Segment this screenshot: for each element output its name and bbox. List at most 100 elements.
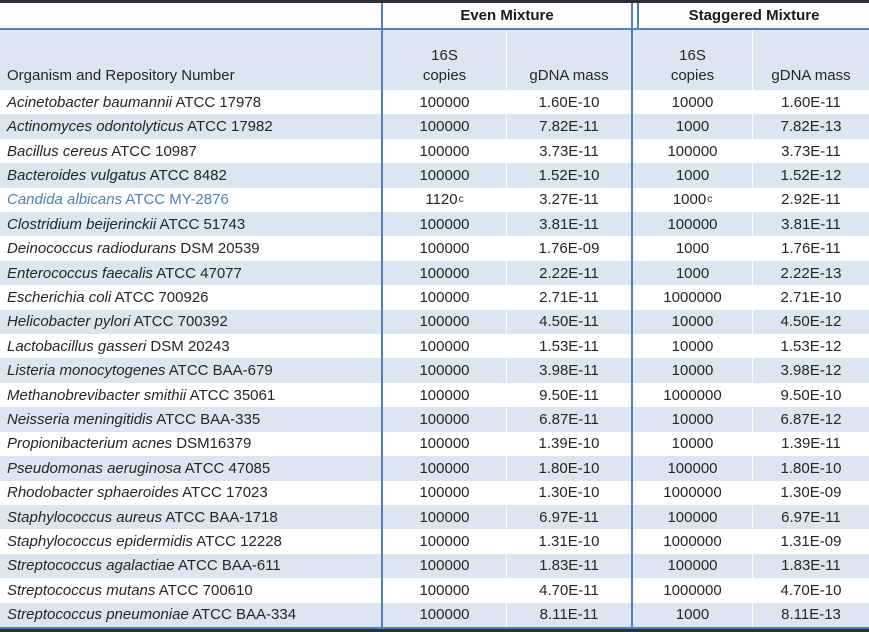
- even-copies-label: copies: [422, 67, 467, 84]
- organism-name-text: Listeria monocytogenes ATCC BAA-679: [7, 362, 273, 379]
- organism-name-text: Lactobacillus gasseri DSM 20243: [7, 338, 230, 355]
- staggered-gdna-mass-cell: 1.76E-11: [781, 240, 841, 258]
- organism-name: Streptococcus mutans: [7, 581, 156, 599]
- staggered-gdna-mass-cell: 1.52E-12: [780, 166, 842, 184]
- even-gdna-mass-cell: 1.83E-11: [507, 553, 633, 579]
- organism-name: Bacillus cereus: [7, 142, 108, 160]
- organism-name: Streptococcus agalactiae: [7, 557, 175, 575]
- organism-cell: Methanobrevibacter smithii ATCC 35061: [0, 382, 383, 408]
- table-row: Methanobrevibacter smithii ATCC 35061 10…: [0, 382, 869, 408]
- organism-name-text: Deinococcus radiodurans DSM 20539: [7, 240, 260, 257]
- table-body: Acinetobacter baumannii ATCC 17978 10000…: [0, 90, 869, 629]
- table-row: Streptococcus pneumoniae ATCC BAA-334 10…: [0, 602, 869, 627]
- organism-cell: Staphylococcus epidermidis ATCC 12228: [0, 529, 383, 554]
- table-row: Pseudomonas aeruginosa ATCC 47085 100000…: [0, 456, 869, 481]
- table-row: Rhodobacter sphaeroides ATCC 17023 10000…: [0, 480, 869, 505]
- organism-name-text: Acinetobacter baumannii ATCC 17978: [7, 94, 261, 111]
- even-gdna-mass-cell: 6.97E-11: [507, 504, 633, 530]
- organism-name: Acinetobacter baumannii: [7, 93, 173, 111]
- organism-cell: Bacteroides vulgatus ATCC 8482: [0, 163, 383, 188]
- staggered-gdna-mass-cell: 2.71E-10: [780, 288, 842, 306]
- staggered-16s-copies-cell: 100000: [633, 504, 753, 530]
- repository-number: ATCC 10987: [107, 142, 197, 160]
- organism-name-text: Neisseria meningitidis ATCC BAA-335: [7, 411, 260, 428]
- staggered-gdna-mass-cell: 8.11E-13: [781, 606, 841, 624]
- organism-name: Actinomyces odontolyticus: [7, 118, 184, 136]
- organism-name: Neisseria meningitidis: [7, 410, 153, 428]
- staggered-gdna-mass-cell: 1.60E-11: [781, 93, 841, 111]
- table-row: Staphylococcus aureus ATCC BAA-1718 1000…: [0, 504, 869, 530]
- staggered-16s-copies-cell: 1000: [633, 114, 753, 139]
- staggered-gdna-mass-cell: 2.22E-13: [780, 264, 842, 282]
- even-16s-copies-cell: 100000: [383, 260, 507, 286]
- table-row: Bacteroides vulgatus ATCC 8482 100000 1.…: [0, 163, 869, 188]
- staggered-gdna-mass-cell: 6.97E-11: [781, 508, 841, 526]
- organism-name: Clostridium beijerinckii: [7, 215, 157, 233]
- column-header-row: Organism and Repository Number 16S copie…: [0, 30, 869, 90]
- staggered-mixture-group-header: Staggered Mixture: [637, 3, 869, 28]
- even-gdna-mass-cell: 7.82E-11: [507, 114, 633, 139]
- even-16s-label: 16S: [431, 47, 458, 64]
- organism-name-text: Bacteroides vulgatus ATCC 8482: [7, 167, 227, 184]
- staggered-16s-copies-cell: 1000000: [633, 578, 753, 603]
- even-gdna-mass-cell: 1.60E-10: [507, 90, 633, 115]
- staggered-gdna-mass-cell: 3.98E-12: [780, 362, 842, 380]
- even-gdna-mass-cell: 1.52E-10: [507, 163, 633, 188]
- group-header-spacer: [0, 3, 381, 28]
- organism-cell: Bacillus cereus ATCC 10987: [0, 138, 383, 164]
- even-gdna-mass-cell: 1.31E-10: [507, 529, 633, 554]
- organism-name-text: Helicobacter pylori ATCC 700392: [7, 313, 228, 330]
- even-gdna-mass-column-header: gDNA mass: [507, 30, 633, 90]
- organism-cell: Candida albicans ATCC MY-2876: [0, 187, 383, 213]
- staggered-gdna-mass-cell: 1.39E-11: [781, 435, 841, 453]
- staggered-gdna-mass-cell: 2.92E-11: [781, 191, 841, 209]
- organism-name: Rhodobacter sphaeroides: [7, 484, 179, 502]
- group-header-row: Even Mixture Staggered Mixture: [0, 3, 869, 30]
- organism-cell: Rhodobacter sphaeroides ATCC 17023: [0, 480, 383, 505]
- organism-name: Methanobrevibacter smithii: [7, 386, 187, 404]
- repository-number: ATCC 17982: [183, 118, 273, 136]
- repository-number: ATCC MY-2876: [122, 191, 229, 209]
- even-16s-copies-cell: 100000: [383, 529, 507, 554]
- table-row: Streptococcus agalactiae ATCC BAA-611 10…: [0, 553, 869, 579]
- staggered-16s-copies-cell: 10000: [633, 90, 753, 115]
- table-row: Listeria monocytogenes ATCC BAA-679 1000…: [0, 358, 869, 383]
- organism-name: Pseudomonas aeruginosa: [7, 459, 182, 477]
- staggered-gdna-mass-cell: 1.30E-09: [780, 484, 842, 502]
- repository-number: DSM 20539: [176, 240, 260, 258]
- even-16s-copies-cell: 100000: [383, 114, 507, 139]
- repository-number: ATCC BAA-335: [152, 410, 261, 428]
- organism-column-header: Organism and Repository Number: [0, 30, 383, 90]
- organism-name-text: Clostridium beijerinckii ATCC 51743: [7, 216, 245, 233]
- organism-name-text: Streptococcus pneumoniae ATCC BAA-334: [7, 606, 296, 623]
- organism-cell: Streptococcus pneumoniae ATCC BAA-334: [0, 602, 383, 627]
- even-16s-copies-cell: 100000: [383, 431, 507, 457]
- organism-cell: Listeria monocytogenes ATCC BAA-679: [0, 358, 383, 383]
- even-gdna-mass-cell: 2.22E-11: [507, 260, 633, 286]
- staggered-gdna-mass-cell: 6.87E-12: [780, 410, 842, 428]
- staggered-gdna-mass-cell: 1.53E-12: [780, 337, 842, 355]
- organism-cell: Escherichia coli ATCC 700926: [0, 285, 383, 310]
- repository-number: DSM 20243: [146, 337, 230, 355]
- organism-name-text: Escherichia coli ATCC 700926: [7, 289, 209, 306]
- staggered-16s-copies-cell: 1000 c: [633, 187, 753, 213]
- even-gdna-mass-cell: 1.53E-11: [507, 334, 633, 359]
- organism-name-text: Staphylococcus epidermidis ATCC 12228: [7, 533, 282, 550]
- even-16s-copies-cell: 100000: [383, 285, 507, 310]
- staggered-copies-label: copies: [670, 67, 715, 84]
- table-row: Streptococcus mutans ATCC 700610 100000 …: [0, 578, 869, 603]
- even-16s-copies-cell: 100000: [383, 334, 507, 359]
- table-row: Bacillus cereus ATCC 10987 100000 3.73E-…: [0, 138, 869, 164]
- repository-number: ATCC 700392: [130, 313, 228, 331]
- even-16s-copies-cell: 100000: [383, 407, 507, 432]
- table-row: Actinomyces odontolyticus ATCC 17982 100…: [0, 114, 869, 139]
- organism-name-text: Propionibacterium acnes DSM16379: [7, 435, 251, 452]
- even-16s-copies-cell: 100000: [383, 504, 507, 530]
- staggered-gdna-mass-cell: 3.73E-11: [781, 142, 841, 160]
- repository-number: ATCC BAA-334: [188, 606, 297, 624]
- organism-name: Listeria monocytogenes: [7, 362, 166, 380]
- organism-name-text: Streptococcus agalactiae ATCC BAA-611: [7, 557, 281, 574]
- staggered-gdna-mass-cell: 1.80E-10: [780, 459, 842, 477]
- even-gdna-mass-cell: 9.50E-11: [507, 382, 633, 408]
